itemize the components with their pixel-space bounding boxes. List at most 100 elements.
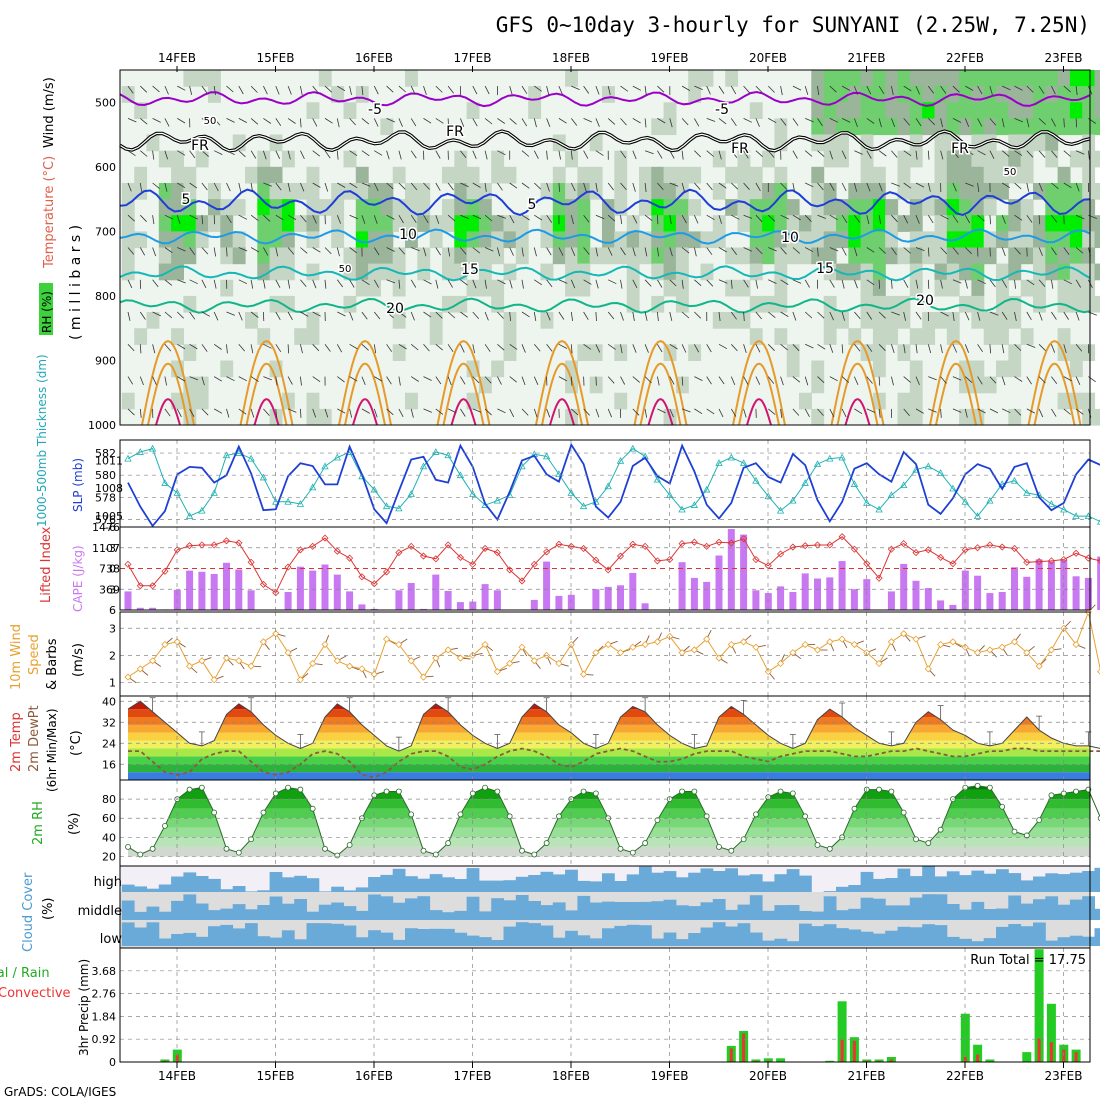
- wind-barb: [743, 118, 752, 123]
- rh-cell: [1094, 408, 1100, 426]
- panel-frame: [119, 947, 1091, 1063]
- rh-cell: [885, 328, 899, 345]
- rh-legend-swatch: [39, 283, 53, 335]
- wind-barb: [878, 376, 881, 386]
- temp2m-unit: (°C): [69, 730, 84, 756]
- wind-barb: [312, 85, 319, 94]
- cloud-label: Cloud Cover: [21, 872, 36, 952]
- wind10m-point: [703, 635, 711, 643]
- rh2m-point: [223, 845, 230, 852]
- wind-barb: [312, 279, 317, 289]
- wind-barb: [607, 311, 615, 320]
- wind-barb: [423, 214, 429, 224]
- rh-cell: [688, 344, 702, 361]
- rh-cell: [195, 215, 209, 232]
- rh-cell: [639, 166, 652, 184]
- rh2m-point: [642, 840, 649, 846]
- wind-barb: [595, 85, 600, 95]
- wind-barb: [398, 343, 407, 350]
- rh-cell: [294, 215, 308, 232]
- wind-barb: [139, 182, 143, 192]
- wind-barb: [607, 182, 615, 191]
- cloud-cell: [454, 879, 468, 892]
- rh-cell: [565, 279, 578, 297]
- rh-cell: [614, 166, 628, 184]
- wind-barb: [768, 85, 775, 93]
- wind-barb: [497, 408, 506, 414]
- cloud-cell: [996, 869, 1009, 892]
- wind-barb: [792, 214, 801, 221]
- wind-barb: [435, 408, 444, 415]
- surface-temp-contour: [830, 340, 885, 426]
- rh-cell: [503, 344, 517, 361]
- rh-cell: [934, 70, 948, 87]
- wind-barb: [1014, 376, 1023, 382]
- wind-barb: [398, 279, 401, 289]
- wind-barb: [829, 85, 837, 93]
- rh-cell: [577, 247, 591, 265]
- cloud-cell: [208, 910, 221, 920]
- wind-barb: [361, 86, 364, 96]
- rh-cell: [934, 247, 948, 265]
- rh-cell: [946, 215, 960, 232]
- wind-barb: [805, 247, 814, 253]
- wind-barb: [669, 376, 675, 385]
- wind10m-point: [1047, 646, 1056, 654]
- cloud-cell: [626, 924, 640, 946]
- wind-barb: [841, 118, 851, 123]
- cloud-cell: [934, 876, 948, 892]
- rh-cell: [959, 295, 972, 313]
- wind-barb: [792, 150, 798, 159]
- rh-cell: [429, 312, 443, 329]
- rh-cell: [848, 247, 862, 265]
- wind-barb: [226, 214, 232, 224]
- wind-barb: [238, 408, 247, 415]
- wind-barb: [940, 214, 949, 220]
- wind-barb: [743, 279, 749, 288]
- wind-barb: [657, 279, 663, 288]
- wind10m-point: [309, 659, 317, 668]
- rh-cell: [405, 392, 418, 410]
- wind-barb: [509, 182, 518, 189]
- wind-barb: [410, 279, 417, 288]
- rh-cell: [909, 150, 923, 168]
- wind-barb: [755, 247, 763, 255]
- wind-barb: [164, 279, 173, 286]
- precip-conv-bar: [889, 1059, 893, 1062]
- rh-cell: [848, 70, 862, 87]
- thickness-tick: 576: [95, 513, 116, 526]
- wind-barb: [903, 376, 911, 383]
- thickness-point: [296, 500, 305, 507]
- rh-cell: [651, 183, 665, 200]
- rh-cell: [872, 199, 886, 216]
- wind-barb: [521, 214, 530, 221]
- rh-cell: [1094, 295, 1100, 313]
- wind-barb: [792, 344, 800, 352]
- date-label-top: 14FEB: [158, 51, 196, 65]
- rh-cell: [380, 231, 394, 249]
- rh-cell: [195, 376, 209, 394]
- cloud-cell: [158, 911, 172, 920]
- rh-cell: [1008, 166, 1022, 184]
- cloud-cell: [602, 928, 615, 946]
- rh-cell: [171, 183, 184, 200]
- rh-cell: [663, 102, 677, 119]
- lifted-index-point: [826, 541, 834, 549]
- wind-barb: [312, 215, 317, 224]
- cape-bar: [789, 592, 797, 610]
- wind-barb: [226, 408, 230, 418]
- rh-band: [128, 789, 1090, 800]
- surface-temp-contour: [746, 398, 772, 426]
- lifted-index-point: [543, 548, 551, 556]
- wind-barb: [336, 118, 340, 128]
- wind-barb: [570, 150, 573, 160]
- wind-barb: [226, 247, 228, 257]
- cape-bar: [678, 562, 686, 610]
- wind-barb: [977, 311, 981, 321]
- rh-cell: [614, 150, 628, 168]
- wind-barb: [1063, 311, 1069, 320]
- rh-cell: [577, 166, 591, 184]
- rh-cell: [983, 312, 997, 329]
- surface-temp-contour: [935, 362, 977, 426]
- cloud-level-high: high: [94, 875, 122, 890]
